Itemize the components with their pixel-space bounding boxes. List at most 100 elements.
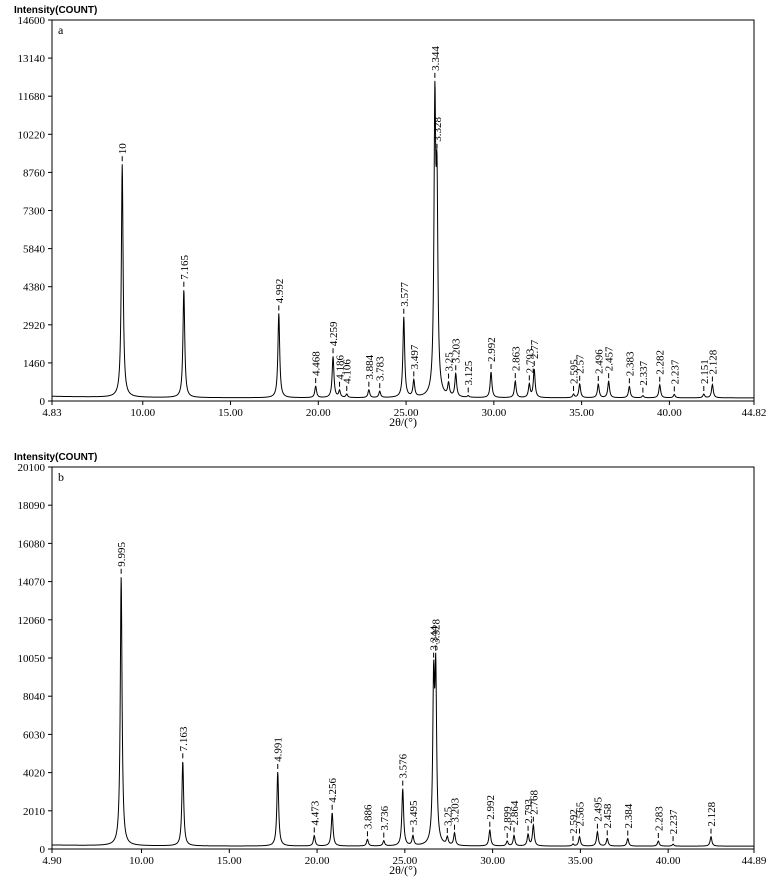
peak-label: 3.886: [362, 804, 374, 829]
peak-label: 3.328: [432, 117, 444, 142]
peak-label: 4.256: [327, 777, 339, 802]
peak-label: 2.863: [510, 346, 522, 371]
peak-label: 2.383: [624, 351, 636, 376]
x-tick-label: 44.82: [742, 407, 767, 419]
peak-label: 10: [117, 143, 129, 155]
x-tick-label: 25.00: [392, 855, 417, 867]
peak-label: 2.283: [653, 806, 665, 831]
y-tick-label: 10220: [18, 129, 46, 141]
x-tick-label: 35.00: [569, 407, 594, 419]
peak-label: 7.163: [178, 726, 190, 751]
diffraction-line: [52, 577, 754, 847]
y-tick-label: 8760: [23, 167, 46, 179]
y-tick-label: 2920: [23, 320, 46, 332]
peak-label: 2.899: [502, 806, 514, 831]
peak-label: 2.128: [707, 349, 719, 374]
x-tick-label: 30.00: [480, 855, 505, 867]
peak-label: 4.468: [311, 351, 323, 376]
y-tick-label: 0: [40, 396, 46, 408]
peak-label: 4.186: [335, 355, 347, 380]
peak-label: 3.203: [451, 338, 463, 363]
x-tick-label: 40.00: [657, 407, 682, 419]
x-tick-label: 40.00: [656, 855, 681, 867]
peak-label: 2.992: [485, 795, 497, 820]
peak-label: 4.106: [342, 359, 354, 384]
chart-panel-b: 0 2010 4020 6030 8040 10050 12060 14070 16080 180…: [14, 452, 767, 877]
peak-label: 2.864: [509, 800, 521, 825]
peak-label: 3.884: [364, 354, 376, 379]
x-axis-title: 2θ/(°): [389, 863, 417, 877]
peak-label: 3.495: [408, 800, 420, 825]
peak-label: 2.495: [592, 796, 604, 821]
x-tick-label: 10.00: [129, 855, 154, 867]
peak-label: 2.128: [706, 801, 718, 826]
peak-label: 2.496: [593, 349, 605, 374]
peak-label: 2.151: [699, 359, 711, 384]
x-tick-label: 10.00: [130, 407, 155, 419]
y-tick-label: 5840: [23, 244, 46, 256]
x-tick-label: 20.00: [306, 407, 331, 419]
panel-label: b: [58, 470, 64, 484]
peak-label: 2.992: [486, 337, 498, 362]
y-tick-label: 13140: [18, 53, 46, 65]
peak-label: 3.497: [409, 344, 421, 369]
peak-label: 2.77: [529, 339, 541, 359]
peak-label: 2.793: [524, 348, 536, 373]
y-tick-label: 4020: [23, 768, 46, 780]
y-tick-label: 8040: [23, 691, 46, 703]
peak-label: 2.237: [668, 809, 680, 834]
peak-label: 2.337: [638, 360, 650, 385]
y-tick-label: 12060: [18, 615, 46, 627]
y-tick-label: 20100: [18, 462, 46, 474]
peak-label: 2.57: [575, 354, 587, 374]
x-tick-label: 4.90: [42, 855, 62, 867]
peak-label: 2.282: [655, 350, 667, 375]
peak-label: 3.344: [429, 625, 441, 650]
peak-label: 2.384: [623, 803, 635, 828]
y-tick-label: 0: [40, 844, 46, 856]
y-tick-label: 16080: [18, 538, 46, 550]
peak-label: 3.328: [431, 619, 443, 644]
peak-label: 2.768: [528, 789, 540, 814]
peak-label: 3.344: [430, 46, 442, 71]
peak-label: 3.576: [398, 753, 410, 778]
panel-label: a: [58, 23, 64, 37]
peak-label: 3.125: [463, 360, 475, 385]
y-axis-title: Intensity(COUNT): [14, 5, 97, 16]
x-tick-label: 4.83: [42, 407, 62, 419]
x-tick-label: 25.00: [394, 407, 419, 419]
peak-label: 2.793: [523, 799, 535, 824]
peak-label: 3.736: [379, 805, 391, 830]
x-tick-label: 15.00: [218, 407, 243, 419]
peak-label: 3.577: [399, 281, 411, 306]
x-axis-title: 2θ/(°): [389, 415, 417, 429]
y-tick-label: 1460: [23, 358, 46, 370]
y-tick-label: 11680: [18, 91, 46, 103]
peak-label: 4.992: [274, 279, 286, 304]
y-tick-label: 14600: [18, 15, 46, 27]
chart-panel-a: 0 1460 2920 4380 5840 7300 8760 10220 11680 13140…: [14, 5, 766, 429]
peak-label: 3.25: [444, 352, 456, 372]
peak-label: 7.165: [179, 255, 191, 280]
y-tick-label: 4380: [23, 282, 46, 294]
peak-label: 2.457: [604, 346, 616, 371]
x-tick-label: 44.89: [742, 855, 767, 867]
peak-label: 4.473: [309, 800, 321, 825]
peak-label: 3.203: [450, 797, 462, 822]
y-tick-label: 6030: [23, 729, 46, 741]
peak-label: 4.259: [328, 321, 340, 346]
peak-label: 9.995: [116, 542, 128, 567]
y-tick-label: 14070: [18, 577, 46, 589]
peak-label: 2.565: [575, 801, 587, 826]
peak-label: 2.237: [669, 359, 681, 384]
peak-label: 2.458: [602, 803, 614, 828]
x-tick-label: 35.00: [568, 855, 593, 867]
x-tick-label: 30.00: [481, 407, 506, 419]
x-tick-label: 15.00: [217, 855, 242, 867]
y-tick-label: 18090: [18, 500, 46, 512]
y-tick-label: 10050: [18, 653, 46, 665]
peak-label: 2.592: [568, 809, 580, 834]
peak-label: 4.991: [273, 737, 285, 762]
x-tick-label: 20.00: [305, 855, 330, 867]
